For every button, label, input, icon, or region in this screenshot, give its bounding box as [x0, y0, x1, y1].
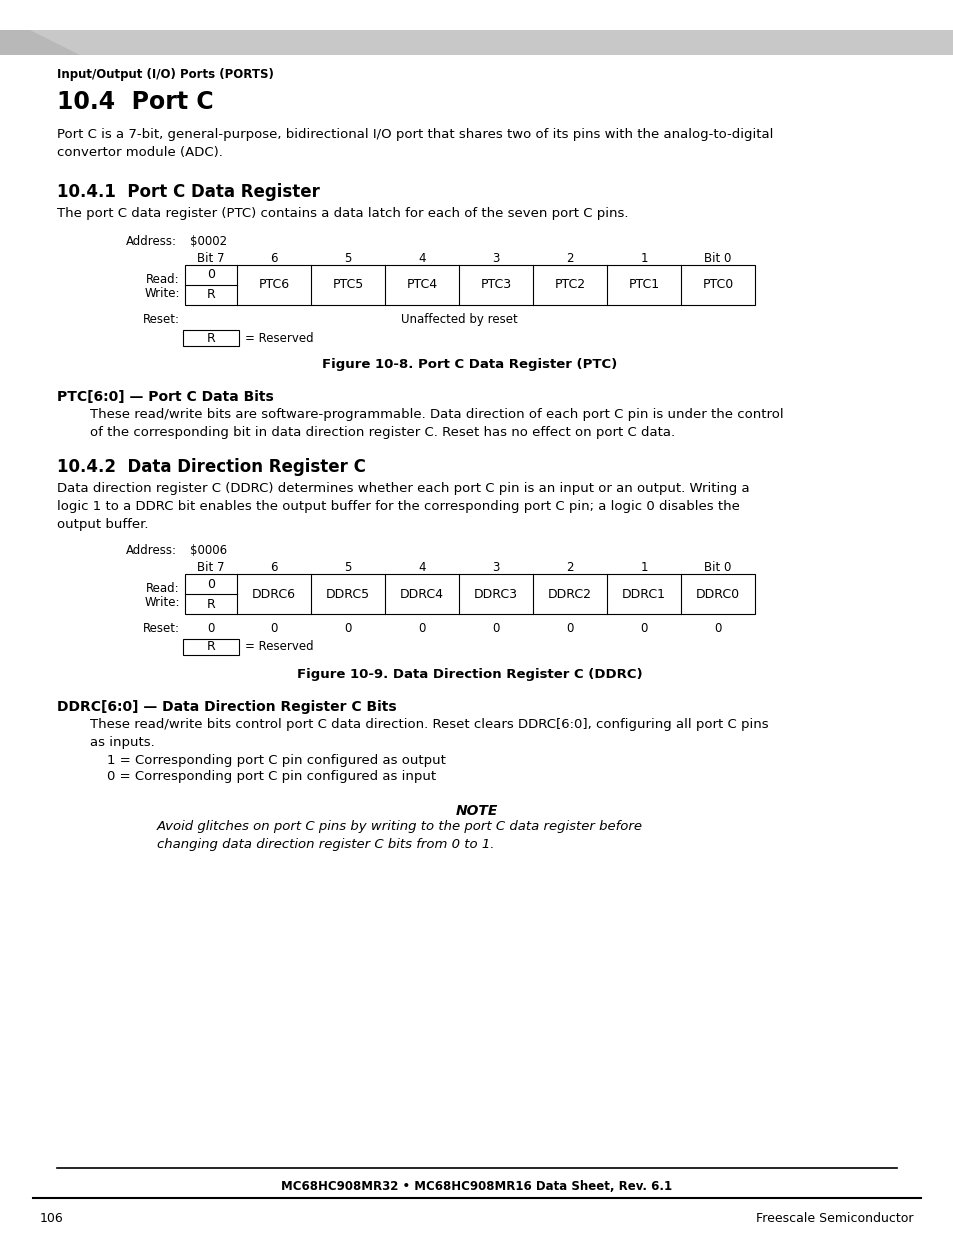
- Text: DDRC2: DDRC2: [547, 588, 592, 600]
- Text: 0: 0: [270, 622, 277, 635]
- Text: The port C data register (PTC) contains a data latch for each of the seven port : The port C data register (PTC) contains …: [57, 207, 628, 220]
- Text: PTC1: PTC1: [628, 279, 659, 291]
- Text: PTC[6:0] — Port C Data Bits: PTC[6:0] — Port C Data Bits: [57, 390, 274, 404]
- Text: R: R: [207, 598, 215, 610]
- Text: 10.4.2  Data Direction Register C: 10.4.2 Data Direction Register C: [57, 458, 366, 475]
- Text: R: R: [207, 289, 215, 301]
- Text: PTC6: PTC6: [258, 279, 290, 291]
- Text: Input/Output (I/O) Ports (PORTS): Input/Output (I/O) Ports (PORTS): [57, 68, 274, 82]
- Text: PTC5: PTC5: [332, 279, 363, 291]
- Text: 0: 0: [344, 622, 352, 635]
- Text: These read/write bits control port C data direction. Reset clears DDRC[6:0], con: These read/write bits control port C dat…: [90, 718, 768, 748]
- Text: DDRC[6:0] — Data Direction Register C Bits: DDRC[6:0] — Data Direction Register C Bi…: [57, 700, 396, 714]
- Text: R: R: [207, 331, 215, 345]
- Text: $0002: $0002: [190, 235, 227, 248]
- Text: 0 = Corresponding port C pin configured as input: 0 = Corresponding port C pin configured …: [107, 769, 436, 783]
- Text: Bit 0: Bit 0: [703, 252, 731, 266]
- Text: 3: 3: [492, 252, 499, 266]
- Text: DDRC0: DDRC0: [695, 588, 740, 600]
- Polygon shape: [30, 30, 953, 56]
- Text: Bit 0: Bit 0: [703, 561, 731, 574]
- Text: 1: 1: [639, 561, 647, 574]
- Text: 10.4  Port C: 10.4 Port C: [57, 90, 213, 114]
- Text: 0: 0: [207, 622, 214, 635]
- Text: 0: 0: [207, 578, 214, 590]
- Text: 2: 2: [566, 561, 573, 574]
- Text: Write:: Write:: [144, 597, 180, 609]
- Text: These read/write bits are software-programmable. Data direction of each port C p: These read/write bits are software-progr…: [90, 408, 782, 438]
- Bar: [0, 30, 953, 56]
- Text: Reset:: Reset:: [143, 622, 180, 635]
- Text: Bit 7: Bit 7: [197, 561, 225, 574]
- Text: PTC3: PTC3: [480, 279, 511, 291]
- Text: Figure 10-9. Data Direction Register C (DDRC): Figure 10-9. Data Direction Register C (…: [297, 668, 642, 680]
- Text: Unaffected by reset: Unaffected by reset: [400, 312, 517, 326]
- Text: 0: 0: [417, 622, 425, 635]
- Text: Bit 7: Bit 7: [197, 252, 225, 266]
- Bar: [185, 574, 754, 614]
- Text: DDRC4: DDRC4: [399, 588, 443, 600]
- Text: 0: 0: [639, 622, 647, 635]
- Text: PTC2: PTC2: [554, 279, 585, 291]
- Text: MC68HC908MR32 • MC68HC908MR16 Data Sheet, Rev. 6.1: MC68HC908MR32 • MC68HC908MR16 Data Sheet…: [281, 1179, 672, 1193]
- Text: 5: 5: [344, 252, 352, 266]
- Text: R: R: [207, 641, 215, 653]
- Text: 1 = Corresponding port C pin configured as output: 1 = Corresponding port C pin configured …: [107, 755, 445, 767]
- Text: PTC4: PTC4: [406, 279, 437, 291]
- Text: 0: 0: [566, 622, 573, 635]
- Text: 5: 5: [344, 561, 352, 574]
- Text: Reset:: Reset:: [143, 312, 180, 326]
- Text: 4: 4: [417, 561, 425, 574]
- Bar: [183, 330, 239, 346]
- Text: 1: 1: [639, 252, 647, 266]
- Text: 0: 0: [714, 622, 720, 635]
- Text: 106: 106: [40, 1212, 64, 1225]
- Bar: [183, 638, 239, 655]
- Text: 2: 2: [566, 252, 573, 266]
- Text: Address:: Address:: [126, 235, 177, 248]
- Text: DDRC5: DDRC5: [326, 588, 370, 600]
- Text: Read:: Read:: [146, 582, 180, 595]
- Text: 10.4.1  Port C Data Register: 10.4.1 Port C Data Register: [57, 183, 319, 201]
- Text: Freescale Semiconductor: Freescale Semiconductor: [756, 1212, 913, 1225]
- Text: Read:: Read:: [146, 273, 180, 287]
- Text: DDRC3: DDRC3: [474, 588, 517, 600]
- Text: 6: 6: [270, 252, 277, 266]
- Text: = Reserved: = Reserved: [245, 641, 314, 653]
- Text: 4: 4: [417, 252, 425, 266]
- Text: = Reserved: = Reserved: [245, 331, 314, 345]
- Text: Figure 10-8. Port C Data Register (PTC): Figure 10-8. Port C Data Register (PTC): [322, 358, 617, 370]
- Text: Avoid glitches on port C pins by writing to the port C data register before
chan: Avoid glitches on port C pins by writing…: [157, 820, 642, 851]
- Text: 3: 3: [492, 561, 499, 574]
- Text: 0: 0: [492, 622, 499, 635]
- Text: $0006: $0006: [190, 543, 227, 557]
- Text: DDRC1: DDRC1: [621, 588, 665, 600]
- Text: NOTE: NOTE: [456, 804, 497, 818]
- Text: Port C is a 7-bit, general-purpose, bidirectional I/O port that shares two of it: Port C is a 7-bit, general-purpose, bidi…: [57, 128, 773, 159]
- Text: Address:: Address:: [126, 543, 177, 557]
- Text: PTC0: PTC0: [701, 279, 733, 291]
- Text: Write:: Write:: [144, 287, 180, 300]
- Bar: [185, 266, 754, 305]
- Text: 0: 0: [207, 268, 214, 282]
- Text: Data direction register C (DDRC) determines whether each port C pin is an input : Data direction register C (DDRC) determi…: [57, 482, 749, 531]
- Text: DDRC6: DDRC6: [252, 588, 295, 600]
- Text: 6: 6: [270, 561, 277, 574]
